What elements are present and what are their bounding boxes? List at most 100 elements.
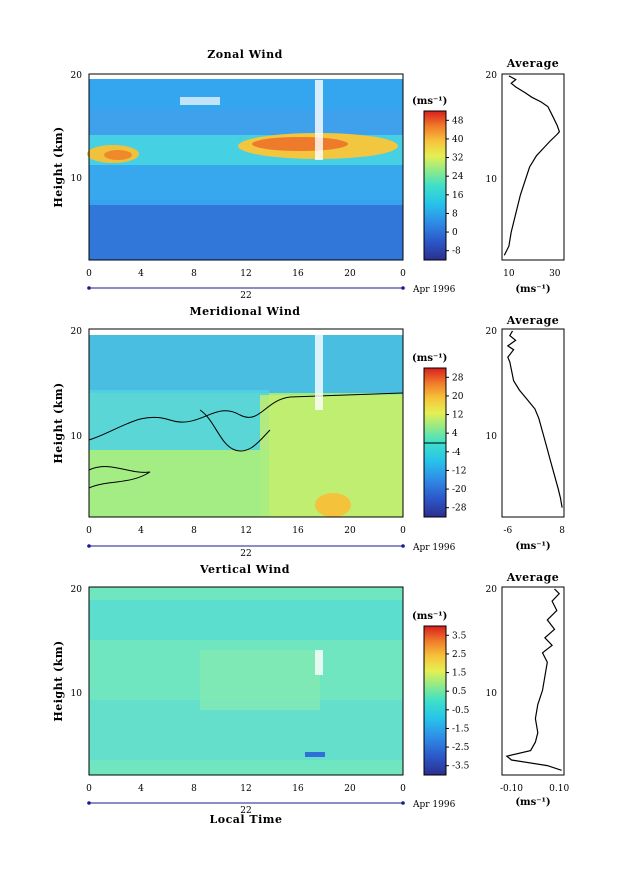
profile-frame	[501, 73, 565, 261]
profile-x-tick: 0.10	[549, 784, 569, 794]
colorbar-tick-label: 8	[452, 209, 458, 219]
profile-y-tick: 10	[486, 689, 498, 699]
missing-data-gap	[89, 74, 403, 79]
y-tick-label: 10	[71, 689, 83, 699]
profile-y-tick: 10	[486, 175, 498, 185]
colorbar-tick-labels: 3.5 2.5 1.5 0.5 -0.5 -1.5 -2.5 -3.5	[446, 631, 470, 772]
zero-contour	[88, 466, 151, 489]
date-line-end	[401, 801, 405, 805]
colorbar-tick-label: 32	[452, 154, 463, 164]
x-tick-label: 0	[86, 526, 92, 536]
missing-data-gap	[315, 80, 323, 160]
x-tick-label: 8	[191, 526, 197, 536]
panel-title: Zonal Wind	[207, 48, 283, 61]
x-tick-label: 12	[240, 784, 251, 794]
profile-line	[503, 75, 561, 256]
x-tick-label: 8	[191, 269, 197, 279]
plot-frame	[88, 73, 404, 261]
profile-meridional: Average 10 20 -6 8 (ms⁻¹)	[486, 314, 566, 552]
colorbar-tick-label: -8	[452, 247, 461, 257]
x-tick-label: 0	[400, 784, 406, 794]
plot-frame	[88, 328, 404, 518]
date-day-label: 22	[240, 291, 251, 301]
colorbar-tick-label: -3.5	[452, 762, 470, 772]
profile-x-label: (ms⁻¹)	[515, 284, 550, 295]
x-axis-label: Local Time	[210, 813, 283, 826]
y-tick-label: 10	[71, 174, 83, 184]
missing-data-gap	[89, 329, 403, 335]
y-axis-label: Height (km)	[52, 640, 65, 721]
colorbar	[423, 625, 447, 776]
colorbar-tick-label: -1.5	[452, 724, 470, 734]
profile-x-label: (ms⁻¹)	[515, 541, 550, 552]
positive-maximum	[315, 493, 351, 517]
colorbar-tick-label: 2.5	[452, 650, 467, 660]
profile-y-tick: 10	[486, 432, 498, 442]
zero-contour	[88, 392, 404, 441]
x-tick-labels: 0 4 8 12 16 20 0	[86, 784, 406, 794]
colorbar-tick-label: 40	[452, 135, 464, 145]
plot-frame	[88, 586, 404, 776]
field-band-top	[89, 335, 403, 393]
profile-zonal: Average 10 20 10 30 (ms⁻¹)	[486, 57, 565, 295]
y-tick-label: 20	[71, 71, 83, 81]
missing-data-gap	[180, 97, 220, 105]
y-tick-label: 20	[71, 327, 83, 337]
colorbar-tick-label: -28	[452, 504, 467, 514]
date-day-label: 22	[240, 806, 251, 816]
profile-frame	[501, 328, 565, 518]
x-tick-label: 12	[240, 526, 251, 536]
x-tick-label: 0	[86, 784, 92, 794]
field-band	[200, 650, 320, 710]
profile-title: Average	[506, 571, 560, 584]
panel-title: Meridional Wind	[189, 305, 300, 318]
field-band-low	[89, 200, 403, 260]
date-day-label: 22	[240, 549, 251, 559]
date-line-end	[87, 286, 91, 290]
colorbar-tick-label: 24	[452, 172, 464, 182]
colorbar-tick-label: -0.5	[452, 706, 470, 716]
date-month-label: Apr 1996	[412, 543, 456, 553]
profile-vertical: Average 10 20 -0.10 0.10 (ms⁻¹)	[486, 571, 570, 808]
date-line-end	[87, 544, 91, 548]
x-tick-labels: 0 4 8 12 16 20 0	[86, 526, 406, 536]
colorbar-tick-label: -20	[452, 485, 467, 495]
x-tick-label: 20	[344, 526, 356, 536]
x-tick-label: 4	[138, 784, 144, 794]
colorbar-tick-label: 4	[452, 429, 458, 439]
x-tick-label: 8	[191, 784, 197, 794]
profile-frame	[501, 586, 565, 776]
x-tick-label: 0	[400, 269, 406, 279]
colorbar-tick-label: 0.5	[452, 687, 467, 697]
colorbar-tick-label: 1.5	[452, 669, 467, 679]
panel-meridional: Meridional Wind Height (km) 10 20 0 4 8 …	[52, 305, 565, 559]
x-tick-label: 16	[292, 269, 304, 279]
panel-zonal: Zonal Wind Height (km) 10 20 0 4 8 12 16…	[52, 48, 565, 301]
negative-feature	[305, 752, 325, 757]
jet-core-right-inner	[252, 137, 348, 151]
colorbar-unit: (ms⁻¹)	[412, 353, 447, 364]
field-band	[89, 600, 403, 640]
profile-x-tick: -6	[503, 526, 512, 536]
colorbar-tick-label: -2.5	[452, 743, 470, 753]
x-tick-label: 16	[292, 526, 304, 536]
profile-line	[506, 330, 563, 508]
zero-contour	[199, 409, 271, 452]
colorbar	[423, 110, 447, 261]
colorbar-unit: (ms⁻¹)	[412, 96, 447, 107]
jet-core-left-inner	[104, 150, 132, 160]
date-month-label: Apr 1996	[412, 800, 456, 810]
profile-y-tick: 20	[486, 585, 498, 595]
profile-line	[505, 588, 562, 771]
profile-x-label: (ms⁻¹)	[515, 797, 550, 808]
x-tick-labels: 0 4 8 12 16 20 0	[86, 269, 406, 279]
y-axis-label: Height (km)	[52, 382, 65, 463]
field-band-top	[89, 80, 403, 110]
y-axis-label: Height (km)	[52, 126, 65, 207]
profile-x-tick: 10	[503, 269, 515, 279]
x-tick-label: 0	[86, 269, 92, 279]
colorbar-tick-labels: 28 20 12 4 -4 -12 -20 -28	[446, 373, 467, 514]
field-band-left	[89, 390, 269, 450]
missing-data-gap	[315, 335, 323, 410]
x-tick-label: 4	[138, 269, 144, 279]
